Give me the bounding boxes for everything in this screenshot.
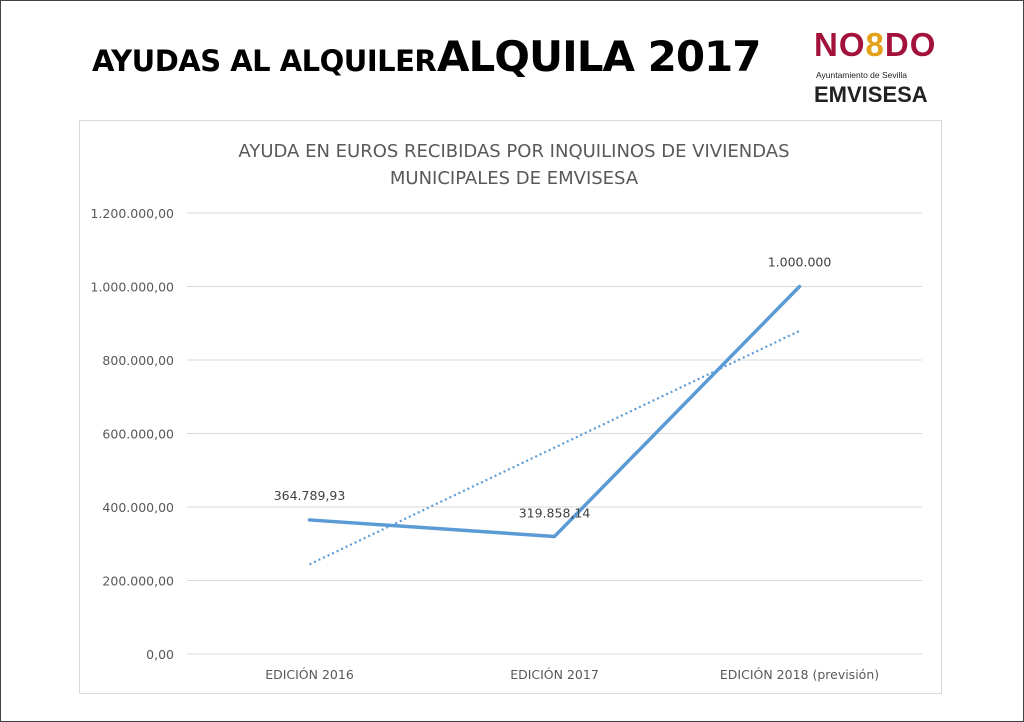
- x-tick-label: EDICIÓN 2018 (previsión): [720, 667, 879, 682]
- data-label: 364.789,93: [274, 488, 346, 503]
- y-tick-label: 600.000,00: [102, 427, 174, 442]
- series-line: [307, 284, 802, 539]
- x-tick-label: EDICIÓN 2016: [265, 667, 354, 682]
- chart-title-line: MUNICIPALES DE EMVISESA: [390, 168, 639, 189]
- y-tick-label: 200.000,00: [102, 574, 174, 589]
- x-tick-label: EDICIÓN 2017: [510, 667, 599, 682]
- trendline: [309, 329, 800, 566]
- data-label: 1.000.000: [768, 255, 832, 270]
- data-label: 319.858,14: [519, 505, 591, 520]
- nodo-logo-mark: NO8DO: [814, 26, 937, 63]
- y-tick-label: 1.000.000,00: [91, 280, 175, 295]
- logo-brand: EMVISESA: [814, 82, 928, 107]
- header-title: AYUDAS AL ALQUILER: [92, 44, 437, 78]
- y-tick-label: 0,00: [146, 647, 174, 662]
- chart-area: [79, 120, 942, 694]
- y-tick-label: 1.200.000,00: [91, 206, 175, 221]
- chart-title-line: AYUDA EN EUROS RECIBIDAS POR INQUILINOS …: [238, 141, 789, 162]
- y-tick-label: 800.000,00: [102, 353, 174, 368]
- y-tick-label: 400.000,00: [102, 500, 174, 515]
- header-subtitle: ALQUILA 2017: [437, 32, 761, 81]
- logo-subtitle: Ayuntamiento de Sevilla: [816, 70, 908, 80]
- emvisesa-logo: NO8DO Ayuntamiento de Sevilla EMVISESA: [812, 26, 937, 111]
